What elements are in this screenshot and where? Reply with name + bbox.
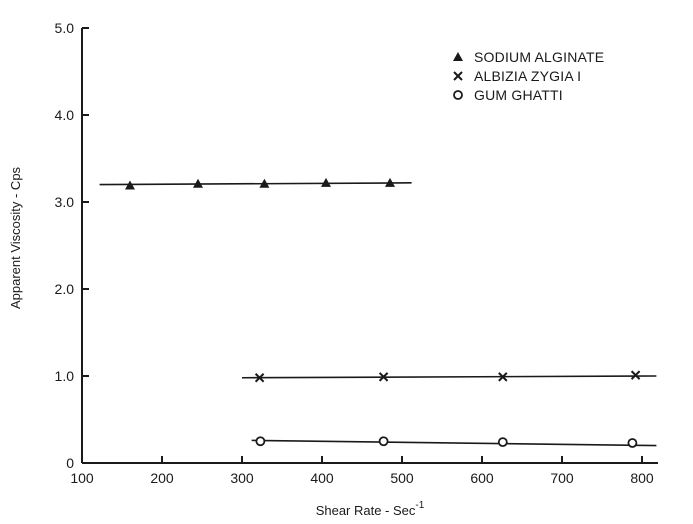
ticks: 0 1.0 2.0 3.0 4.0 5.0 100 200 300 400 500 600 700 800 bbox=[55, 20, 654, 486]
data-point-series-2 bbox=[378, 372, 389, 382]
x-tick-label: 300 bbox=[230, 470, 254, 486]
data-point-series-3 bbox=[497, 437, 508, 448]
axes bbox=[81, 28, 658, 464]
data-point-series-1 bbox=[125, 180, 135, 190]
legend: SODIUM ALGINATE ALBIZIA ZYGIA I GUM GHATTI bbox=[453, 49, 604, 103]
data-point-series-1 bbox=[193, 178, 203, 188]
y-tick-label: 0 bbox=[66, 455, 74, 471]
x-marker-stroke bbox=[630, 370, 641, 380]
data-point-series-1 bbox=[259, 178, 270, 188]
legend-marker-series-3 bbox=[453, 90, 463, 100]
data-point-series-3 bbox=[627, 438, 638, 448]
y-tick-label: 5.0 bbox=[55, 20, 75, 36]
data-point-series-3 bbox=[378, 436, 389, 447]
fit-line-series-2 bbox=[241, 375, 657, 379]
x-tick-label: 200 bbox=[150, 470, 174, 486]
y-tick-label: 1.0 bbox=[55, 368, 75, 384]
legend-label-series-1: SODIUM ALGINATE bbox=[474, 49, 604, 65]
data-point-series-2 bbox=[498, 372, 508, 382]
fit-line-series-3 bbox=[251, 439, 657, 447]
x-tick-label: 600 bbox=[470, 470, 494, 486]
x-tick-label: 100 bbox=[70, 470, 94, 486]
fit-lines bbox=[99, 182, 657, 447]
legend-marker-series-1 bbox=[453, 52, 463, 61]
x-marker-stroke bbox=[254, 373, 265, 383]
data-point-series-2 bbox=[254, 373, 265, 383]
data-point-series-1 bbox=[321, 177, 331, 187]
legend-label-series-3: GUM GHATTI bbox=[474, 87, 563, 103]
y-tick-label: 4.0 bbox=[55, 107, 75, 123]
fit-line-series-1 bbox=[99, 182, 412, 186]
y-tick-label: 3.0 bbox=[55, 194, 75, 210]
x-tick-label: 500 bbox=[390, 470, 414, 486]
y-tick-label: 2.0 bbox=[55, 281, 75, 297]
data-point-series-2 bbox=[630, 370, 641, 380]
x-marker-stroke bbox=[453, 71, 463, 81]
data-point-series-1 bbox=[385, 177, 395, 187]
data-markers bbox=[125, 177, 641, 448]
x-axis-title: Shear Rate - Sec-1 bbox=[316, 500, 425, 518]
data-point-series-3 bbox=[255, 436, 266, 447]
y-axis-title: Apparent Viscosity - Cps bbox=[8, 166, 23, 309]
legend-marker-series-2 bbox=[453, 71, 463, 81]
x-tick-label: 800 bbox=[630, 470, 654, 486]
x-marker-stroke bbox=[378, 372, 389, 382]
x-tick-label: 400 bbox=[310, 470, 334, 486]
x-marker-stroke bbox=[498, 372, 508, 382]
legend-label-series-2: ALBIZIA ZYGIA I bbox=[474, 68, 581, 84]
x-axis-title-superscript: -1 bbox=[415, 500, 424, 511]
x-tick-label: 700 bbox=[550, 470, 574, 486]
